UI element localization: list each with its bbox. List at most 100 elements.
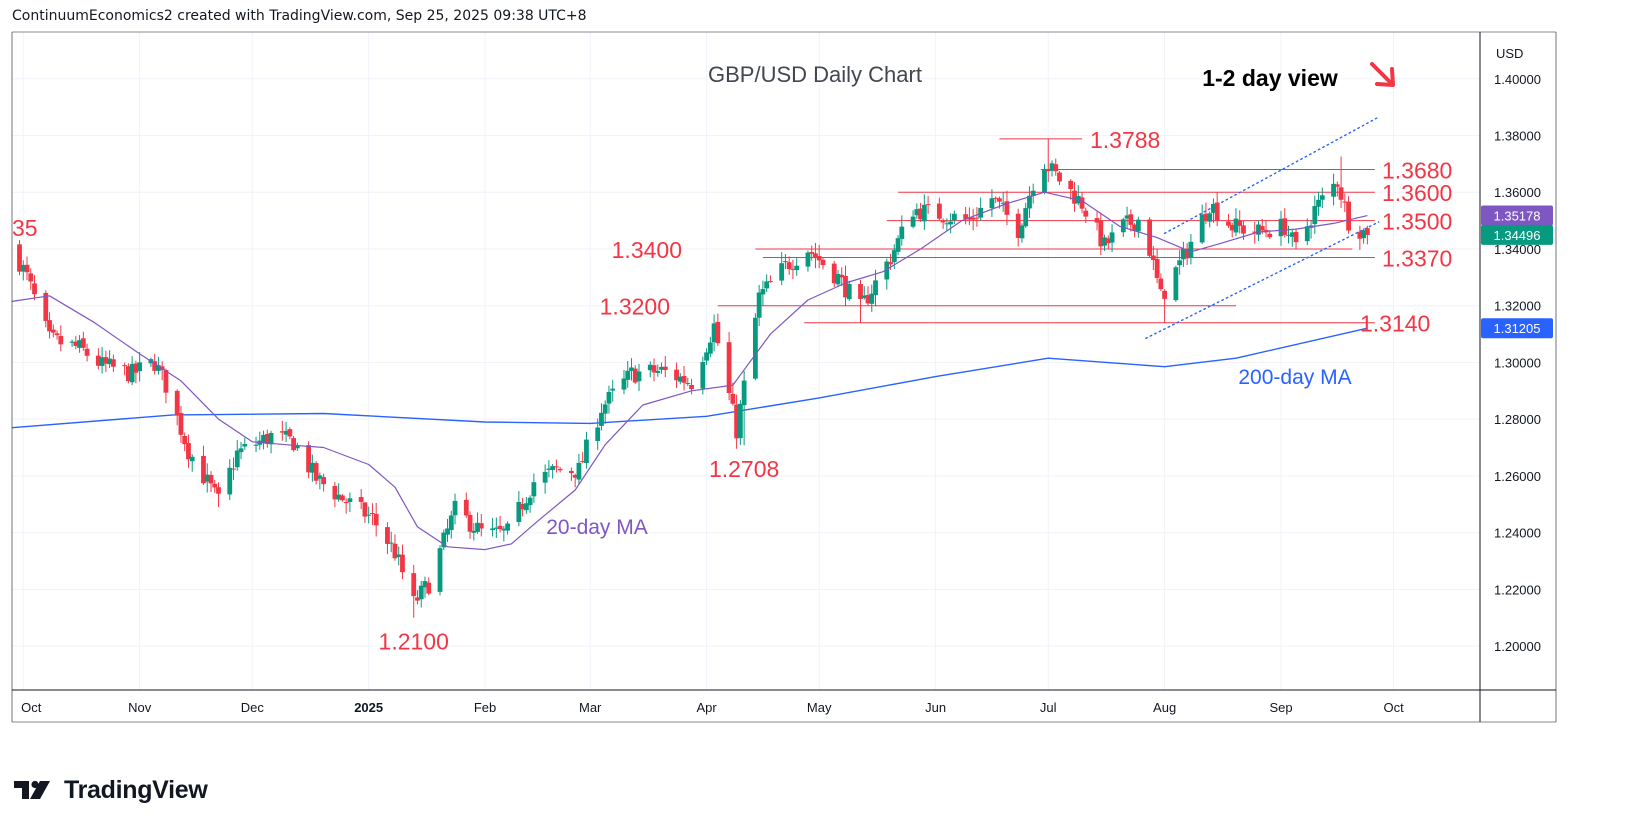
candle-body bbox=[467, 514, 473, 532]
candle-body bbox=[1053, 164, 1059, 172]
y-tick-label: 1.30000 bbox=[1494, 355, 1541, 370]
ma20-line bbox=[11, 191, 1368, 551]
candle-body bbox=[1259, 226, 1265, 231]
candle-body bbox=[279, 431, 285, 433]
candle-body bbox=[1226, 221, 1231, 226]
price-badges: 1.35178 1.34496 1.31205 bbox=[1481, 205, 1553, 339]
y-tick-label: 1.36000 bbox=[1494, 185, 1541, 200]
x-tick-label: Mar bbox=[579, 700, 602, 715]
brand-name: TradingView bbox=[64, 775, 208, 804]
y-tick-label: 1.38000 bbox=[1494, 129, 1541, 144]
candle-body bbox=[1042, 169, 1047, 193]
candle-body bbox=[441, 532, 447, 548]
candle-body bbox=[1214, 202, 1220, 221]
candle-body bbox=[681, 376, 687, 383]
candle-body bbox=[343, 502, 349, 504]
candle-body bbox=[726, 342, 732, 394]
candle-body bbox=[490, 528, 495, 531]
candle-body bbox=[264, 434, 270, 444]
annotation-label: 1.2100 bbox=[379, 629, 449, 655]
left-edge-label: 35 bbox=[12, 215, 38, 241]
candle-body bbox=[1180, 248, 1186, 260]
candle-body bbox=[659, 366, 664, 370]
candle-body bbox=[43, 292, 49, 321]
candle-body bbox=[891, 250, 897, 263]
candle-body bbox=[700, 362, 706, 389]
candle-body bbox=[910, 216, 916, 227]
tradingview-footer[interactable]: TradingView bbox=[12, 773, 208, 807]
candle-body bbox=[993, 197, 999, 199]
candle-body bbox=[54, 333, 60, 336]
price-badge-label: 1.35178 bbox=[1494, 209, 1541, 224]
candle-body bbox=[1364, 228, 1370, 235]
candle-body bbox=[1342, 201, 1348, 203]
candle-body bbox=[843, 275, 848, 298]
candle-body bbox=[448, 515, 454, 531]
candle-body bbox=[268, 432, 274, 445]
candle-body bbox=[385, 527, 390, 544]
candle-body bbox=[974, 217, 980, 219]
candle-body bbox=[1278, 218, 1284, 237]
candle-body bbox=[204, 474, 210, 482]
candle-body bbox=[1286, 234, 1291, 236]
candle-body bbox=[1267, 233, 1273, 238]
candle-body bbox=[520, 503, 526, 510]
candle-body bbox=[80, 338, 86, 348]
x-tick-label: Jun bbox=[925, 700, 946, 715]
candle-body bbox=[1150, 255, 1156, 261]
candle-body bbox=[1162, 290, 1168, 299]
candle-body bbox=[1177, 260, 1183, 266]
candle-body bbox=[152, 361, 158, 371]
candle-body bbox=[77, 340, 82, 348]
support-resistance-levels bbox=[717, 138, 1375, 324]
x-tick-label: May bbox=[807, 700, 832, 715]
channel-upper-line bbox=[1163, 116, 1380, 235]
candle-body bbox=[422, 581, 428, 588]
candle-body bbox=[426, 582, 432, 594]
candle-body bbox=[569, 470, 574, 474]
candle-body bbox=[869, 293, 875, 304]
y-tick-label: 1.24000 bbox=[1494, 526, 1541, 541]
candle-body bbox=[546, 468, 552, 470]
candle-body bbox=[321, 477, 327, 485]
candle-body bbox=[557, 468, 563, 471]
candle-body bbox=[497, 525, 503, 530]
candle-body bbox=[846, 283, 852, 300]
candle-body bbox=[1098, 220, 1104, 247]
candle-body bbox=[1027, 195, 1032, 209]
candle-body bbox=[756, 292, 762, 318]
y-tick-label: 1.34000 bbox=[1494, 242, 1541, 257]
candle-body bbox=[523, 503, 529, 511]
price-badge bbox=[1481, 224, 1553, 245]
candle-body bbox=[1211, 203, 1216, 213]
candle-body bbox=[689, 384, 694, 390]
candle-body bbox=[1346, 201, 1351, 231]
candle-body bbox=[208, 474, 214, 484]
candle-body bbox=[865, 294, 871, 304]
candle-body bbox=[809, 252, 815, 254]
candle-body bbox=[966, 217, 972, 220]
candle-body bbox=[599, 412, 604, 426]
candlesticks bbox=[17, 138, 1370, 618]
candle-body bbox=[978, 207, 984, 218]
candle-body bbox=[715, 321, 721, 344]
level-label: 1.3370 bbox=[1382, 245, 1452, 271]
candle-body bbox=[1124, 215, 1130, 219]
candle-body bbox=[396, 554, 402, 557]
candle-body bbox=[1338, 187, 1344, 200]
candle-body bbox=[1147, 219, 1153, 256]
candle-body bbox=[84, 348, 90, 356]
candle-body bbox=[925, 204, 931, 206]
candle-body bbox=[122, 365, 128, 367]
candle-body bbox=[47, 320, 52, 332]
candle-body bbox=[1173, 267, 1179, 301]
candle-body bbox=[647, 364, 653, 371]
candle-body bbox=[651, 365, 657, 373]
candle-body bbox=[572, 474, 578, 478]
candle-body bbox=[17, 244, 22, 272]
candle-body bbox=[231, 468, 236, 470]
x-tick-label: Oct bbox=[21, 700, 42, 715]
candle-body bbox=[347, 498, 353, 502]
